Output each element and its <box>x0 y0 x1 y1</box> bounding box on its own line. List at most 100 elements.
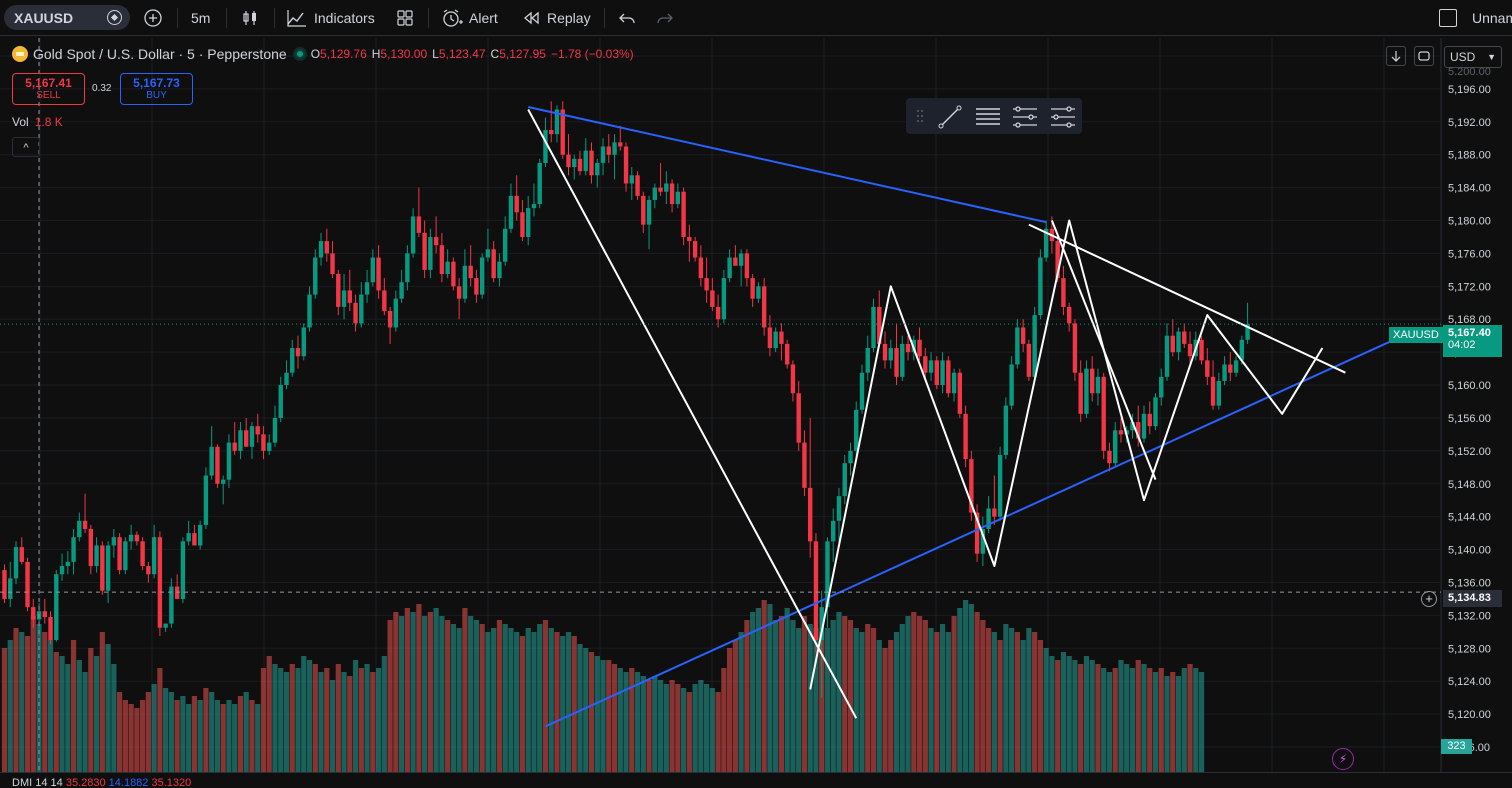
volume-bar <box>1066 656 1072 772</box>
candle-body <box>796 393 801 443</box>
symbol-label: XAUUSD <box>14 9 74 26</box>
replay-button[interactable]: Replay <box>521 0 591 36</box>
low-label: L <box>432 47 439 61</box>
collapse-legend-button[interactable]: ^ <box>12 137 40 157</box>
volume-bar <box>537 624 543 772</box>
interval-button[interactable]: 5m <box>191 0 210 36</box>
volume-bar <box>329 680 336 772</box>
candle-body <box>560 109 565 155</box>
redo-button[interactable] <box>655 0 675 36</box>
lightning-icon[interactable]: ⚡ <box>1332 748 1354 770</box>
candle-body <box>146 566 151 575</box>
candle-body <box>940 360 945 386</box>
candlesticks <box>2 101 1250 698</box>
candles-icon <box>243 11 256 25</box>
trendline-icon[interactable] <box>938 105 962 129</box>
candle-body <box>819 607 824 641</box>
price-axis: 5,196.00 5,192.00 5,188.00 5,184.00 5,180.00… <box>1448 84 1491 754</box>
volume-bar <box>865 624 871 772</box>
volume-bar <box>692 684 698 772</box>
candle-body <box>428 236 433 270</box>
volume-bars <box>1 600 1205 772</box>
volume-bar <box>128 704 134 772</box>
symbol-search-button[interactable]: XAUUSD <box>4 5 130 30</box>
volume-bar <box>542 620 549 772</box>
candle-body <box>1153 397 1158 427</box>
volume-bar <box>1170 672 1176 772</box>
candle-body <box>382 290 387 312</box>
volume-legend[interactable]: Vol 1.8 K <box>12 115 63 129</box>
price-chart[interactable]: 5,196.00 5,192.00 5,188.00 5,184.00 5,180.00… <box>0 38 1512 772</box>
dmi-legend[interactable]: DMI 14 14 35.2830 14.1882 35.1320 <box>12 777 191 788</box>
volume-bar <box>634 672 641 772</box>
templates-button[interactable] <box>395 0 415 36</box>
buy-button[interactable]: 5,167.73 BUY <box>120 73 193 105</box>
candle-body <box>934 360 940 386</box>
scroll-to-latest-button[interactable] <box>1386 46 1406 66</box>
settings-sliders-icon[interactable] <box>1013 106 1037 128</box>
candle-body <box>629 175 634 184</box>
more-options-icon[interactable] <box>1051 106 1075 128</box>
candle-body <box>1118 430 1124 435</box>
candle-body <box>105 545 111 591</box>
candle-body <box>1061 278 1066 307</box>
volume-bar <box>669 680 675 772</box>
candle-body <box>808 487 813 542</box>
volume-bar <box>306 660 313 772</box>
grid-icon <box>397 10 413 26</box>
volume-bar <box>347 676 353 772</box>
candle-body <box>905 343 911 353</box>
toolbar-divider <box>274 8 275 28</box>
plus-circle-icon <box>144 9 162 27</box>
sell-button[interactable]: 5,167.41 SELL <box>12 73 85 105</box>
volume-bar <box>105 644 111 772</box>
volume-bar <box>767 604 773 772</box>
volume-bar <box>1129 668 1136 772</box>
candle-body <box>364 282 370 295</box>
symbol-title[interactable]: Gold Spot / U.S. Dollar · 5 · Pepperston… <box>33 46 287 62</box>
volume-bar <box>197 700 203 772</box>
indicators-button[interactable]: Indicators <box>286 0 375 36</box>
volume-bar <box>836 612 842 772</box>
indicator-pane-header: DMI 14 14 35.2830 14.1882 35.1320 <box>0 772 1512 788</box>
volume-bar <box>801 616 808 772</box>
volume-bar <box>617 668 623 772</box>
chart-type-button[interactable] <box>240 0 260 36</box>
candle-body <box>313 257 318 295</box>
candle-body <box>209 446 214 476</box>
alert-button[interactable]: Alert <box>441 0 498 36</box>
line-style-icon[interactable] <box>976 108 1000 125</box>
candle-body <box>1216 380 1222 406</box>
volume-bar <box>847 620 854 772</box>
volume-bar <box>485 632 491 772</box>
candle-body <box>422 232 427 270</box>
candle-body <box>65 561 71 567</box>
candle-body <box>543 130 548 163</box>
indicators-icon <box>287 10 306 27</box>
volume-bar <box>1187 664 1193 772</box>
compare-symbol-button[interactable] <box>143 0 163 36</box>
reset-scale-button[interactable] <box>1414 46 1434 66</box>
candle-body <box>301 327 306 357</box>
candle-body <box>877 306 882 344</box>
candle-body <box>1176 331 1181 353</box>
candle-body <box>54 574 59 641</box>
undo-button[interactable] <box>617 0 637 36</box>
candle-body <box>1078 372 1083 414</box>
volume-bar <box>1032 632 1038 772</box>
volume-bar <box>986 628 992 772</box>
candle-body <box>77 520 82 538</box>
add-alert-icon[interactable]: + <box>1421 591 1437 607</box>
layout-name-button[interactable]: Unnam <box>1472 0 1512 36</box>
fullscreen-icon[interactable] <box>1439 9 1457 27</box>
currency-select[interactable]: USD ▼ <box>1444 46 1502 68</box>
candle-body <box>232 442 237 451</box>
candle-body <box>1164 335 1170 377</box>
symbol-details-icon[interactable] <box>107 10 122 25</box>
volume-bar <box>24 636 31 772</box>
candle-body <box>399 282 404 299</box>
trendline <box>1028 223 1346 374</box>
trendline <box>527 106 1047 224</box>
candle-body <box>635 175 640 196</box>
candle-body <box>1141 413 1147 439</box>
